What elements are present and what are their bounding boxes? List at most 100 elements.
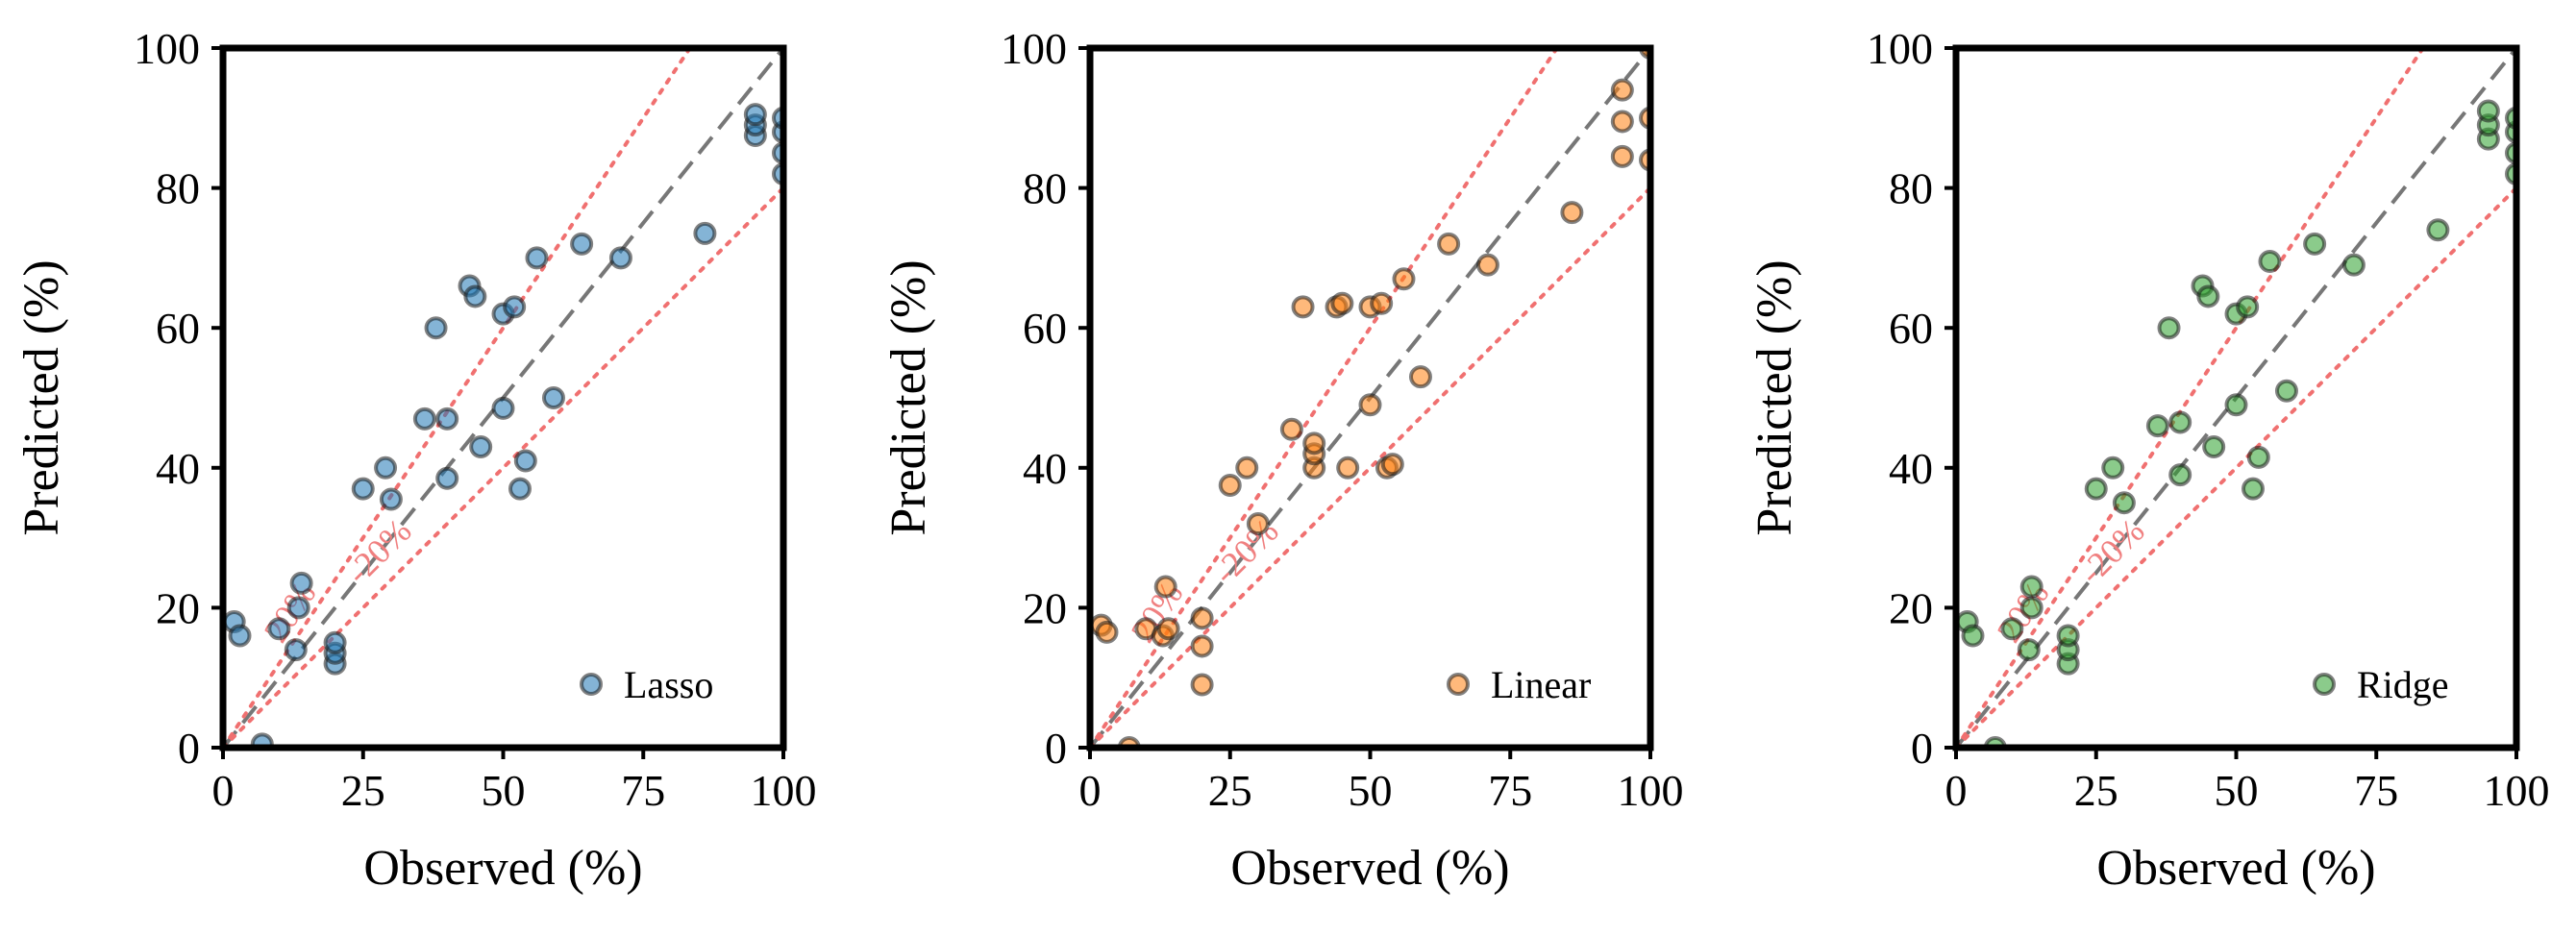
- data-point: [412, 406, 436, 431]
- y-tick-label: 20: [1023, 583, 1067, 632]
- data-point: [463, 284, 487, 308]
- legend-label: Lasso: [624, 663, 713, 706]
- y-tick-label: 40: [156, 444, 200, 493]
- x-tick-label: 25: [341, 766, 385, 815]
- data-point: [508, 477, 532, 501]
- data-point: [570, 232, 594, 256]
- y-tick-label: 80: [1023, 164, 1067, 213]
- y-tick-label: 80: [156, 164, 200, 213]
- y-tick-label: 100: [1867, 24, 1933, 73]
- data-point: [693, 221, 717, 245]
- data-point: [435, 466, 459, 490]
- y-axis-label: Predicted (%): [14, 259, 69, 535]
- data-point: [1408, 365, 1432, 389]
- data-point: [286, 596, 310, 620]
- data-point: [284, 638, 308, 662]
- data-point: [2241, 477, 2265, 501]
- x-tick-label: 50: [482, 766, 526, 815]
- y-tick-label: 0: [1911, 724, 1933, 773]
- data-point: [1153, 575, 1177, 599]
- x-axis-label: Observed (%): [2096, 841, 2375, 896]
- data-point: [608, 246, 632, 270]
- legend-marker: [1447, 673, 1470, 696]
- y-tick-label: 40: [1023, 444, 1067, 493]
- x-tick-label: 50: [1349, 766, 1393, 815]
- x-tick-label: 75: [621, 766, 665, 815]
- data-point: [1610, 78, 1634, 102]
- y-tick-label: 20: [1889, 583, 1933, 632]
- data-point: [1246, 512, 1270, 536]
- data-point: [1610, 144, 1634, 168]
- x-tick-label: 25: [1208, 766, 1252, 815]
- band-label-lower: -20%: [338, 511, 418, 591]
- upper-band-line: [223, 48, 693, 748]
- data-point: [2246, 445, 2270, 469]
- data-point: [2258, 250, 2282, 274]
- legend-marker: [2313, 673, 2336, 696]
- data-point: [2145, 414, 2169, 438]
- plot-area: 20%-20%: [1956, 48, 2516, 748]
- data-point: [1475, 253, 1499, 277]
- data-point: [2476, 99, 2500, 123]
- data-point: [2084, 477, 2108, 501]
- data-point: [2019, 575, 2043, 599]
- data-point: [2112, 491, 2136, 515]
- data-point: [351, 477, 375, 501]
- data-point: [1190, 606, 1214, 630]
- data-point: [435, 406, 459, 431]
- data-point: [541, 386, 565, 409]
- legend-label: Linear: [1491, 663, 1591, 706]
- data-point: [2274, 379, 2298, 403]
- x-tick-label: 0: [1079, 766, 1102, 815]
- data-point: [2019, 596, 2043, 620]
- chart-panel-2: 20%-20% 0 25 50 75 100 0 20 40 60 80 100 Observed (%…: [1747, 24, 2550, 896]
- data-point: [1330, 291, 1354, 315]
- data-point: [2157, 316, 2181, 340]
- data-point: [1279, 417, 1303, 441]
- y-tick-label: 60: [156, 304, 200, 353]
- y-tick-label: 40: [1889, 444, 1933, 493]
- data-point: [2202, 434, 2226, 458]
- data-point: [2196, 284, 2220, 308]
- data-point: [228, 624, 252, 648]
- x-tick-label: 0: [1945, 766, 1968, 815]
- y-tick-label: 20: [156, 583, 200, 632]
- data-point: [1358, 393, 1382, 417]
- data-point: [2426, 218, 2450, 242]
- data-point: [2168, 463, 2192, 487]
- band-label-lower: -20%: [1205, 511, 1285, 591]
- data-point: [469, 434, 493, 458]
- band-label-lower: -20%: [2071, 511, 2151, 591]
- data-point: [1610, 110, 1634, 134]
- chart-panel-0: 20%-20% 0 25 50 75 100 0 20 40 60 80 100 Observed (%…: [14, 24, 817, 896]
- y-tick-label: 60: [1023, 304, 1067, 353]
- y-axis-label: Predicted (%): [1747, 259, 1802, 535]
- data-point: [1218, 474, 1242, 497]
- data-point: [2056, 624, 2080, 648]
- legend-label: Ridge: [2357, 663, 2449, 706]
- data-point: [1437, 232, 1461, 256]
- x-tick-label: 100: [751, 766, 817, 815]
- y-tick-label: 100: [134, 24, 200, 73]
- data-point: [2017, 638, 2041, 662]
- y-tick-label: 100: [1001, 24, 1067, 73]
- data-point: [525, 246, 549, 270]
- chart-panel-1: 20%-20% 0 25 50 75 100 0 20 40 60 80 100 Observed (%…: [881, 24, 1684, 896]
- data-point: [1156, 617, 1180, 641]
- data-point: [1095, 620, 1119, 644]
- data-point: [379, 487, 403, 511]
- data-point: [513, 449, 537, 473]
- data-point: [1235, 456, 1259, 480]
- data-point: [267, 617, 291, 641]
- data-point: [1302, 431, 1326, 456]
- plot-area: 20%-20%: [1090, 48, 1650, 748]
- x-tick-label: 75: [1488, 766, 1532, 815]
- data-point: [2101, 456, 2125, 480]
- data-point: [1380, 453, 1404, 477]
- y-axis-label: Predicted (%): [881, 259, 936, 535]
- data-point: [1291, 295, 1315, 319]
- data-point: [503, 295, 527, 319]
- data-point: [1336, 456, 1360, 480]
- data-point: [2168, 410, 2192, 434]
- x-tick-label: 25: [2074, 766, 2118, 815]
